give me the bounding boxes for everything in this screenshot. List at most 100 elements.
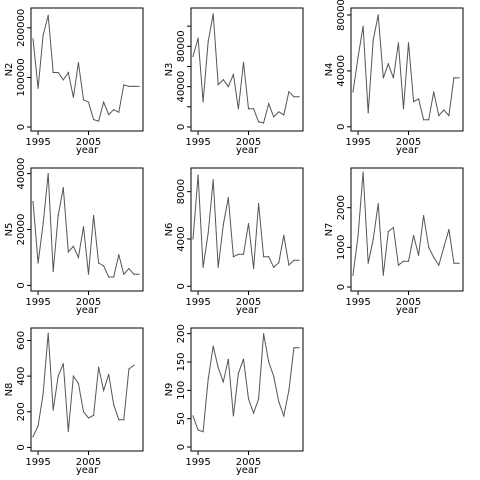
x-tick-label: 1995: [345, 297, 370, 308]
data-point: [443, 109, 445, 111]
y-axis-title: N7: [324, 223, 335, 237]
series-line-n2: [32, 15, 139, 122]
data-point: [258, 202, 260, 205]
data-point: [52, 71, 54, 74]
data-point: [98, 120, 100, 122]
data-point: [197, 174, 199, 176]
data-point: [382, 274, 384, 276]
data-point: [123, 419, 125, 421]
data-point: [232, 256, 234, 258]
data-point: [93, 214, 95, 217]
data-point: [118, 111, 120, 113]
y-tick-label: 8000: [176, 179, 187, 204]
plot-frame: [30, 167, 144, 292]
data-point: [77, 62, 79, 64]
panel-n4: 1995 2005 0 40000 80000 year N4: [324, 0, 464, 156]
panel-n9: 1995 2005 0 50 100 150 200 year N9: [164, 324, 304, 476]
data-point: [108, 276, 110, 278]
data-point: [222, 79, 224, 81]
y-axis-title: N6: [164, 223, 175, 237]
data-point: [217, 84, 219, 86]
data-point: [402, 108, 405, 110]
data-point: [113, 276, 115, 278]
data-point: [227, 358, 229, 360]
y-tick-label: 600: [16, 331, 27, 350]
y-tick-label: 0: [16, 444, 27, 450]
data-point: [67, 71, 69, 74]
data-point: [253, 412, 255, 414]
data-point: [87, 417, 90, 419]
data-point: [242, 253, 245, 255]
x-tick-label: 1995: [185, 457, 210, 468]
data-point: [413, 234, 415, 237]
y-tick-label: 2000: [336, 195, 347, 220]
data-point: [237, 253, 239, 255]
x-axis-title: year: [396, 145, 419, 156]
data-point: [283, 114, 285, 116]
y-tick-label: 80000: [176, 30, 187, 62]
data-point: [443, 246, 445, 248]
plot-frame: [190, 167, 304, 292]
data-point: [263, 122, 265, 124]
data-point: [372, 39, 374, 41]
data-point: [72, 245, 74, 247]
data-point: [273, 116, 275, 118]
y-tick-label: 0: [176, 444, 187, 450]
data-point: [113, 404, 115, 406]
x-tick-label: 2005: [76, 297, 101, 308]
data-point: [352, 91, 354, 93]
data-point: [42, 223, 44, 225]
data-point: [37, 262, 39, 264]
data-point: [293, 96, 295, 98]
data-point: [413, 101, 415, 103]
plot-frame: [30, 7, 144, 132]
data-point: [253, 267, 255, 270]
data-point: [392, 77, 394, 79]
data-point: [402, 260, 405, 262]
x-tick-label: 1995: [345, 137, 370, 148]
data-point: [438, 115, 440, 117]
data-point: [32, 38, 34, 40]
data-point: [202, 266, 204, 268]
data-point: [52, 270, 54, 272]
y-tick-label: 4000: [176, 226, 187, 251]
data-point: [263, 333, 265, 335]
data-point: [62, 79, 64, 81]
data-point: [118, 419, 120, 421]
data-point: [138, 273, 140, 275]
y-tick-label: 0: [176, 124, 187, 130]
data-point: [377, 203, 379, 205]
data-point: [37, 87, 39, 89]
x-axis-title: year: [236, 145, 259, 156]
x-tick-label: 2005: [236, 297, 261, 308]
x-tick-label: 1995: [25, 297, 50, 308]
data-point: [42, 34, 44, 36]
series-line-n4: [352, 14, 459, 121]
data-point: [123, 84, 125, 86]
data-point: [372, 238, 374, 240]
y-tick-label: 40000: [336, 55, 347, 87]
data-point: [288, 91, 290, 93]
data-point: [448, 115, 450, 117]
data-point: [108, 373, 110, 375]
panel-n5: 1995 2005 0 20000 40000 year N5: [4, 158, 144, 316]
data-point: [428, 246, 430, 248]
data-point: [387, 63, 389, 65]
series-line-n7: [352, 171, 459, 276]
y-tick-label: 400: [16, 367, 27, 386]
data-point: [212, 13, 214, 15]
data-point: [407, 260, 410, 262]
y-axis-title: N9: [164, 383, 175, 397]
data-point: [212, 179, 214, 181]
data-point: [128, 85, 130, 87]
data-point: [278, 111, 280, 113]
data-point: [273, 266, 275, 268]
data-point: [298, 347, 300, 349]
data-point: [387, 230, 389, 233]
data-point: [357, 234, 359, 237]
data-point: [268, 103, 270, 105]
data-point: [247, 108, 250, 110]
data-point: [67, 430, 69, 432]
data-point: [87, 101, 90, 103]
panel-n8: 1995 2005 0 200 400 600 year N8: [4, 327, 144, 476]
